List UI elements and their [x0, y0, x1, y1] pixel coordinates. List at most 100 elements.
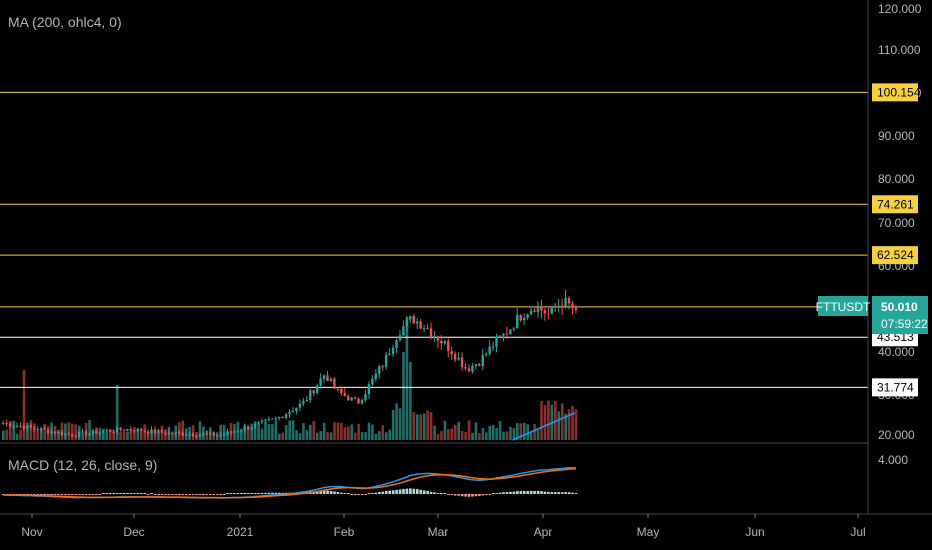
macd-histogram-bar — [250, 493, 253, 494]
time-tick-label: Dec — [123, 525, 144, 539]
candle-body — [12, 426, 15, 428]
volume-bar — [509, 426, 512, 440]
volume-bar — [102, 428, 105, 440]
volume-bar — [529, 432, 533, 440]
candle-body — [240, 430, 243, 432]
candle-body — [153, 429, 157, 434]
volume-bar — [298, 433, 302, 440]
time-axis[interactable]: Nov Dec 2021 Feb Mar Apr May Jun Jul — [21, 514, 866, 539]
macd-histogram-bar — [398, 489, 402, 494]
volume-bar — [453, 424, 457, 440]
symbol-badge[interactable]: FTTUSDT — [816, 296, 871, 316]
ma-legend[interactable]: MA (200, ohlc4, 0) — [8, 14, 122, 30]
candle-body — [53, 431, 57, 434]
macd-histogram-bar — [433, 492, 436, 494]
volume-bar — [39, 429, 43, 440]
candle-body — [302, 401, 305, 404]
candle-body — [46, 429, 50, 434]
candle-body — [360, 400, 364, 404]
volume-bar — [471, 432, 474, 440]
macd-histogram-bar — [536, 490, 540, 494]
level-label: 31.774 — [877, 380, 914, 394]
level-label-bg — [872, 246, 918, 265]
macd-histogram-bar — [388, 490, 391, 494]
candle-body — [88, 433, 91, 436]
macd-histogram-bar — [326, 490, 329, 494]
volume-bar — [412, 411, 416, 440]
macd-histogram-bar — [464, 494, 467, 497]
macd-histogram-bar — [381, 491, 385, 494]
volume-bar — [246, 425, 250, 440]
macd-histogram-bar — [71, 494, 74, 495]
macd-histogram-bar — [374, 492, 378, 494]
candle-body — [171, 432, 174, 434]
macd-histogram-bar — [95, 494, 98, 495]
volume-bar — [557, 411, 561, 440]
time-tick-label: Mar — [428, 525, 449, 539]
macd-histogram-bar — [260, 492, 264, 494]
macd-histogram-bar — [153, 494, 157, 495]
volume-bar — [467, 420, 471, 440]
volume-bar — [378, 431, 381, 440]
macd-histogram-bar — [129, 493, 133, 494]
macd-histogram-bar — [102, 493, 105, 494]
macd-histogram-bar — [91, 494, 95, 495]
volume-bar — [8, 421, 12, 440]
macd-histogram-bar — [81, 494, 84, 495]
candle-body — [336, 388, 340, 390]
volume-bar — [260, 428, 264, 440]
macd-histogram-bar — [267, 492, 271, 494]
macd-histogram-bar — [498, 492, 502, 494]
volume-bar — [340, 422, 343, 440]
price-tick-label: 70.000 — [878, 216, 915, 230]
volume-bar — [409, 362, 412, 440]
volume-bar — [115, 385, 119, 440]
volume-bar — [274, 420, 278, 440]
candle-body — [71, 434, 74, 437]
volume-bar — [491, 425, 495, 440]
volume-bar — [347, 426, 350, 440]
volume-bar — [5, 429, 9, 440]
macd-histogram-bar — [222, 494, 226, 495]
macd-histogram-bar — [488, 494, 492, 495]
volume-bar — [171, 432, 174, 440]
last-price-text: 50.010 — [881, 300, 918, 314]
candle-body — [509, 329, 512, 335]
candle-body — [367, 384, 371, 395]
volume-bar — [19, 429, 22, 440]
volume-bar — [129, 430, 133, 440]
candle-body — [95, 430, 98, 434]
macd-histogram-bar — [467, 494, 471, 497]
candle-body — [136, 428, 139, 432]
candle-body — [474, 364, 478, 366]
macd-legend[interactable]: MACD (12, 26, close, 9) — [8, 457, 158, 473]
price-tick-label: 80.000 — [878, 172, 915, 186]
candle-body — [202, 433, 205, 435]
candle-body — [222, 434, 226, 436]
macd-histogram-bar — [146, 494, 150, 495]
macd-histogram-bar — [157, 494, 160, 495]
macd-histogram-bar — [505, 492, 509, 494]
candle-body — [522, 317, 526, 321]
candle-body — [412, 316, 415, 324]
candle-body — [129, 428, 133, 431]
macd-histogram-bar — [443, 493, 447, 494]
candle-body — [267, 419, 271, 421]
macd-histogram-bar — [350, 494, 354, 495]
macd-histogram-bar — [88, 494, 91, 495]
volume-bar — [457, 421, 460, 440]
candle-body — [357, 398, 360, 404]
candle-body — [567, 297, 571, 304]
macd-histogram-bar — [243, 493, 247, 494]
macd-histogram-bar — [274, 492, 278, 494]
candle-body — [26, 425, 29, 429]
last-price-badge[interactable]: 50.010 07:59:22 — [872, 296, 928, 334]
volume-bar — [181, 420, 184, 440]
macd-histogram-bar — [115, 493, 119, 494]
macd-histogram-bar — [526, 490, 529, 494]
volume-bar — [360, 431, 364, 440]
candle-body — [215, 435, 219, 437]
volume-bar — [426, 410, 429, 440]
candle-body — [550, 306, 553, 314]
